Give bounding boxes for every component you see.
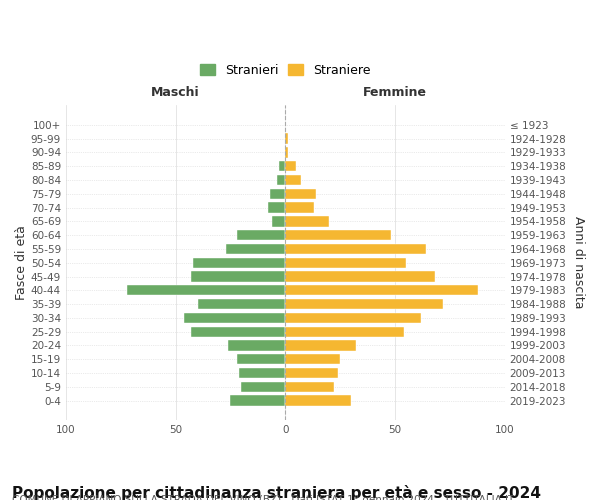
Bar <box>241 382 286 392</box>
Bar <box>286 326 404 337</box>
Bar <box>277 175 286 185</box>
Bar <box>272 216 286 226</box>
Bar <box>286 272 434 281</box>
Bar <box>197 299 286 310</box>
Bar <box>193 258 286 268</box>
Bar <box>286 134 287 144</box>
Bar <box>237 354 286 364</box>
Bar <box>239 368 286 378</box>
Y-axis label: Anni di nascita: Anni di nascita <box>572 216 585 309</box>
Text: Popolazione per cittadinanza straniera per età e sesso - 2024: Popolazione per cittadinanza straniera p… <box>12 485 541 500</box>
Bar <box>127 285 286 296</box>
Bar <box>286 147 287 158</box>
Bar <box>279 161 286 172</box>
Bar <box>286 188 316 199</box>
Bar <box>230 396 286 406</box>
Bar <box>286 161 296 172</box>
Bar <box>226 244 286 254</box>
Bar <box>286 368 338 378</box>
Bar <box>286 230 391 240</box>
Bar <box>270 188 286 199</box>
Bar <box>184 312 286 323</box>
Bar <box>191 326 286 337</box>
Bar <box>286 202 314 213</box>
Legend: Stranieri, Straniere: Stranieri, Straniere <box>197 61 373 79</box>
Bar <box>286 244 426 254</box>
Bar <box>286 175 301 185</box>
Bar <box>286 299 443 310</box>
Bar <box>286 396 351 406</box>
Text: Maschi: Maschi <box>151 86 200 99</box>
Bar <box>191 272 286 281</box>
Bar <box>268 202 286 213</box>
Bar <box>286 312 421 323</box>
Bar <box>286 216 329 226</box>
Bar <box>286 340 356 350</box>
Bar <box>228 340 286 350</box>
Text: Femmine: Femmine <box>363 86 427 99</box>
Bar <box>286 382 334 392</box>
Bar <box>286 285 478 296</box>
Bar <box>286 354 340 364</box>
Text: COMUNE DI APPIANO SULLA STRADA DEL VINO (BZ) - Dati ISTAT 1° gennaio 2024 - TUTT: COMUNE DI APPIANO SULLA STRADA DEL VINO … <box>12 495 514 500</box>
Bar <box>237 230 286 240</box>
Bar <box>286 258 406 268</box>
Y-axis label: Fasce di età: Fasce di età <box>15 226 28 300</box>
